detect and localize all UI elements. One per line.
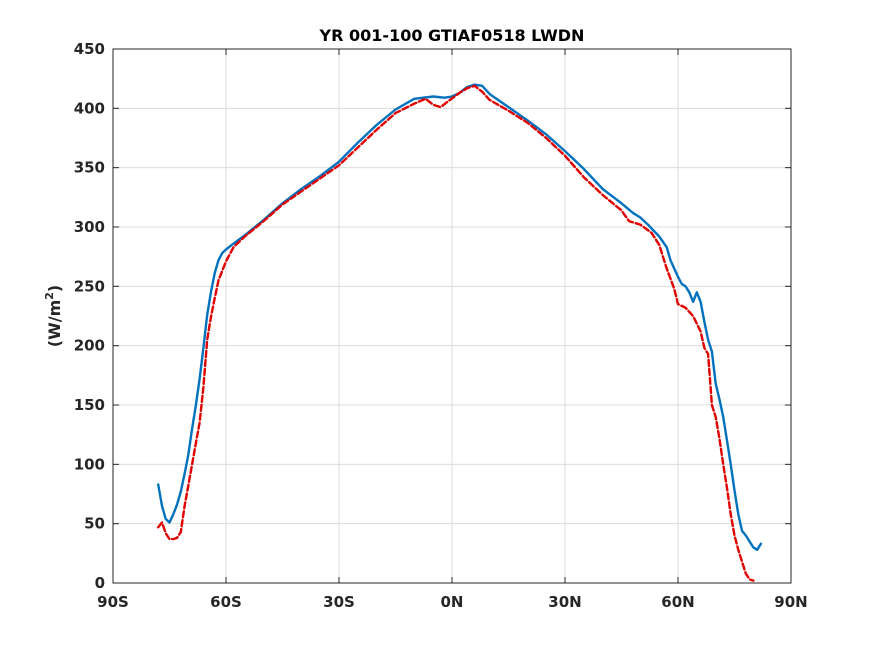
x-tick-label: 90N [774, 593, 807, 611]
y-tick-label: 300 [74, 218, 105, 236]
y-axis: 0 50 100 150 200 250 300 350 400 450 [74, 40, 791, 592]
y-axis-label-superscript: 2 [43, 292, 56, 300]
y-tick-label: 250 [74, 277, 105, 295]
plot-area: 90S 60S 30S 0N 30N 60N 90N 0 50 100 150 200 250 300 3… [74, 40, 808, 611]
x-tick-label: 30N [548, 593, 581, 611]
series-line-1 [157, 83, 763, 551]
y-tick-label: 350 [74, 159, 105, 177]
y-tick-label: 100 [74, 455, 105, 473]
y-tick-label: 50 [84, 515, 105, 533]
y-axis-label-main: (W/m [45, 300, 64, 347]
y-tick-label: 450 [74, 40, 105, 58]
x-tick-label: 60N [661, 593, 694, 611]
x-tick-label: 90S [97, 593, 129, 611]
x-tick-label: 60S [210, 593, 242, 611]
series-line-2 [157, 84, 755, 582]
x-tick-label: 0N [441, 593, 464, 611]
x-tick-label: 30S [323, 593, 355, 611]
series-layer [157, 83, 763, 582]
y-tick-label: 400 [74, 99, 105, 117]
x-axis: 90S 60S 30S 0N 30N 60N 90N [97, 49, 808, 611]
y-tick-label: 0 [95, 574, 105, 592]
y-axis-label: (W/m2) [43, 285, 64, 347]
chart-title: YR 001-100 GTIAF0518 LWDN [319, 26, 585, 45]
y-tick-label: 150 [74, 396, 105, 414]
y-tick-label: 200 [74, 337, 105, 355]
y-axis-label-close: ) [45, 285, 64, 292]
